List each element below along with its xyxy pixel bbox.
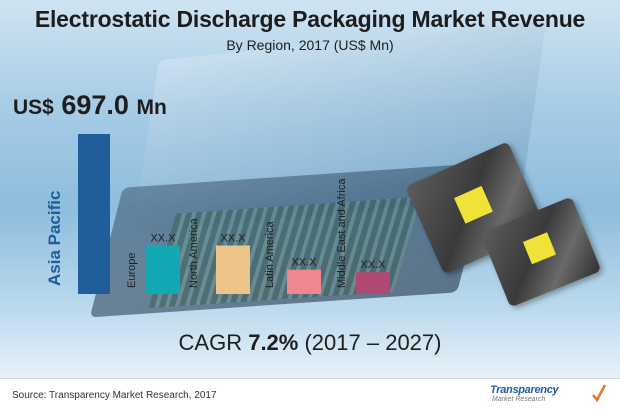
value-label: XX.X <box>220 233 246 245</box>
category-label: Middle East and Africa <box>336 178 348 288</box>
highlight-unit: Mn <box>136 96 167 119</box>
bar-europe <box>146 245 180 294</box>
cagr-prefix: CAGR <box>178 330 243 355</box>
category-label: North America <box>188 217 200 288</box>
category-label: Latin America <box>264 220 276 288</box>
cagr-text: CAGR 7.2% (2017 – 2027) <box>0 330 620 356</box>
checkmark-logo-icon <box>592 384 606 403</box>
bar-latin-america <box>287 269 321 294</box>
chart-title: Electrostatic Discharge Packaging Market… <box>34 6 586 32</box>
highlight-number: 697.0 <box>61 90 129 120</box>
bar-asia-pacific <box>78 134 110 294</box>
cagr-value: 7.2% <box>248 330 299 355</box>
cagr-period: (2017 – 2027) <box>304 330 442 355</box>
logo-subbrand: Market Research <box>492 396 546 403</box>
bar-north-america <box>216 245 250 294</box>
highlight-value: US$ 697.0 Mn <box>13 90 167 121</box>
bar-middle-east-and-africa <box>356 272 390 294</box>
tmr-logo: Transparency Market Research <box>490 383 610 409</box>
value-label: XX.X <box>291 257 317 269</box>
category-label: Asia Pacific <box>45 191 64 286</box>
bar-chart: Asia Pacific Europe XX.X North America XX.X L… <box>45 134 390 294</box>
highlight-currency: US$ <box>13 96 54 119</box>
chart-subtitle: By Region, 2017 (US$ Mn) <box>226 37 394 53</box>
value-label: XX.X <box>150 233 176 245</box>
source-text: Source: Transparency Market Research, 20… <box>12 390 217 401</box>
logo-brand: Transparency <box>490 384 559 396</box>
category-label: Europe <box>126 253 138 288</box>
value-label: XX.X <box>360 259 386 271</box>
footer: Source: Transparency Market Research, 20… <box>0 378 620 413</box>
